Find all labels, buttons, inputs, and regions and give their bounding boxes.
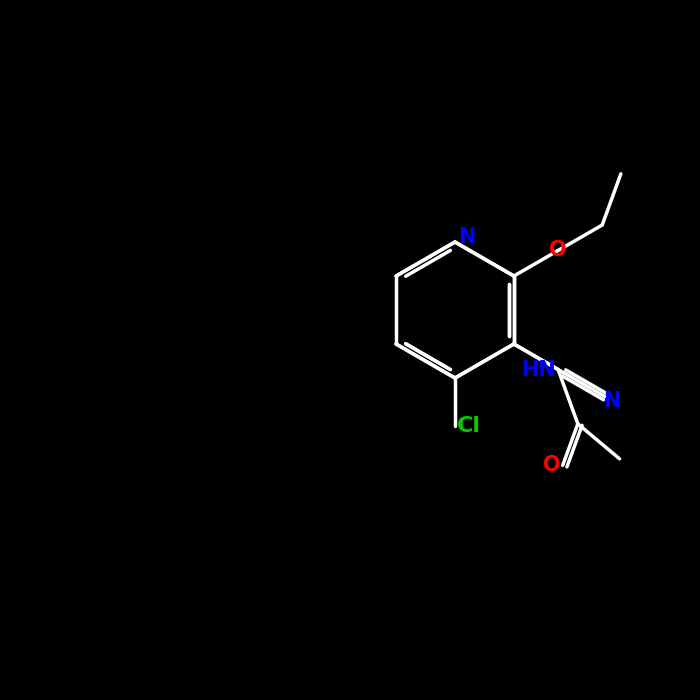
- Text: O: O: [550, 241, 567, 260]
- Text: N: N: [603, 391, 621, 411]
- Text: Cl: Cl: [457, 416, 481, 435]
- Text: HN: HN: [522, 360, 556, 379]
- Text: O: O: [543, 455, 561, 475]
- Text: N: N: [458, 227, 475, 247]
